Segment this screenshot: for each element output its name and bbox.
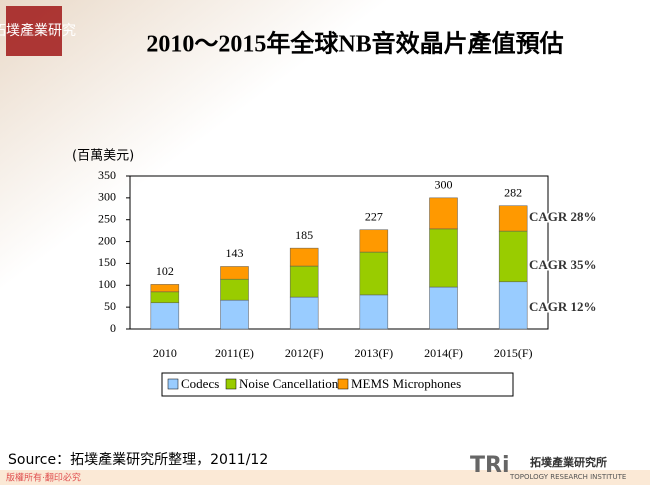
copyright: 版權所有‧翻印必究: [6, 472, 81, 484]
legend-label: Noise Cancellation: [239, 376, 339, 391]
x-tick-label: 2014(F): [424, 346, 463, 360]
annotation: CAGR 35%: [529, 257, 597, 272]
bar-segment: [150, 284, 180, 293]
bar-segment: [498, 205, 528, 232]
legend-swatch: [337, 378, 349, 390]
source: Source：拓墣產業研究所整理，2011/12: [8, 451, 268, 468]
bar-segment: [429, 286, 458, 330]
bar-segment: [498, 281, 528, 330]
bar-segment: [289, 296, 319, 330]
bar-segment: [359, 251, 389, 296]
footer-band: [0, 470, 650, 485]
y-tick-label: 100: [98, 277, 116, 291]
annotation: CAGR 12%: [529, 299, 597, 314]
logo: 拓墣產業研究: [0, 22, 76, 39]
title: 2010～2015年全球NB音效晶片產值預估: [146, 30, 563, 58]
bar-segment: [359, 294, 389, 330]
bar-segment: [289, 247, 319, 267]
x-tick-label: 2013(F): [354, 346, 393, 360]
annotation: CAGR 28%: [529, 209, 597, 224]
bar-segment: [359, 229, 389, 253]
x-tick-label: 2010: [153, 346, 177, 360]
legend-swatch: [167, 378, 179, 390]
bar-segment: [429, 197, 458, 230]
bar-segment: [429, 228, 458, 288]
brand-en: TOPOLOGY RESEARCH INSTITUTE: [509, 473, 626, 481]
legend-label: MEMS Microphones: [351, 376, 461, 391]
total-label: 102: [156, 264, 174, 278]
brand-cn: 拓墣產業研究所: [530, 455, 607, 469]
logo-box: [6, 6, 62, 56]
bar-segment: [220, 299, 249, 330]
y-tick-label: 250: [98, 211, 116, 225]
bar-segment: [150, 291, 180, 304]
y-tick-label: 0: [110, 321, 116, 335]
bar-segment: [289, 265, 319, 298]
y-tick-label: 150: [98, 255, 116, 269]
legend-label: Codecs: [181, 376, 219, 391]
total-label: 227: [365, 210, 383, 224]
legend: [161, 372, 514, 397]
x-tick-label: 2011(E): [215, 346, 254, 360]
bar-segment: [498, 230, 528, 283]
plot-frame: [129, 175, 549, 330]
total-label: 143: [226, 246, 244, 260]
brand: TRi: [470, 453, 510, 478]
y-tick-label: 200: [98, 233, 116, 247]
total-label: 282: [504, 185, 522, 199]
bar-segment: [220, 266, 249, 280]
total-label: 300: [435, 178, 453, 192]
y-tick-label: 300: [98, 190, 116, 204]
bar-segment: [220, 278, 249, 301]
legend-swatch: [225, 378, 237, 390]
total-label: 185: [295, 228, 313, 242]
y-tick-label: 50: [104, 299, 116, 313]
y-tick-label: 350: [98, 168, 116, 182]
x-tick-label: 2015(F): [494, 346, 533, 360]
bar-segment: [150, 302, 180, 330]
x-tick-label: 2012(F): [285, 346, 324, 360]
y-unit: (百萬美元): [72, 149, 134, 164]
